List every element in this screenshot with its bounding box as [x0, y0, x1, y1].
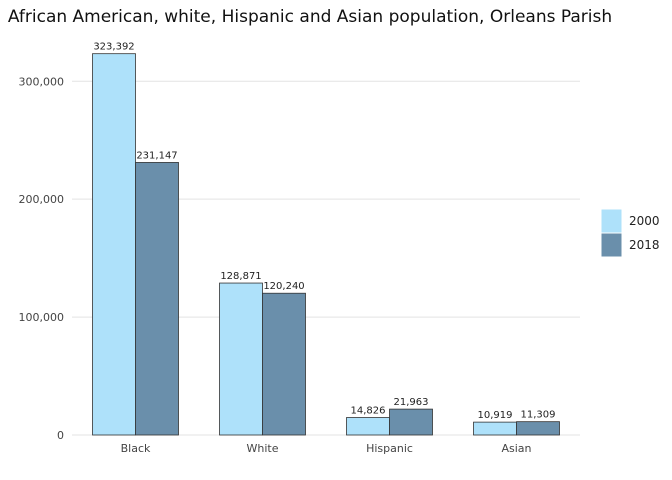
bar	[219, 282, 263, 436]
data-label: 21,963	[394, 397, 429, 408]
data-label: 323,392	[93, 42, 134, 53]
y-tick-label: 300,000	[19, 75, 65, 88]
bar	[346, 417, 390, 436]
chart-title: African American, white, Hispanic and As…	[8, 7, 612, 27]
legend-label: 2000	[629, 214, 660, 228]
data-label: 231,147	[136, 150, 177, 161]
legend-swatch	[600, 232, 623, 258]
data-label: 11,309	[521, 410, 556, 421]
x-tick-label: White	[247, 442, 279, 455]
x-tick-label: Black	[121, 442, 151, 455]
data-label: 14,826	[351, 406, 386, 417]
bar	[516, 421, 560, 436]
x-axis: Black White Hispanic Asian	[121, 442, 532, 455]
data-label: 10,919	[478, 410, 513, 421]
y-tick-label: 200,000	[19, 193, 65, 206]
data-label: 128,871	[220, 271, 261, 282]
legend: 2000 2018	[600, 208, 660, 258]
x-tick-label: Asian	[501, 442, 531, 455]
legend-swatch	[600, 208, 623, 234]
bar	[473, 421, 517, 436]
y-tick-label: 100,000	[19, 311, 65, 324]
legend-label: 2018	[629, 238, 660, 252]
y-tick-label: 0	[57, 429, 64, 442]
x-tick-label: Hispanic	[366, 442, 413, 455]
bar	[92, 53, 136, 436]
y-axis: 0 100,000 200,000 300,000	[19, 75, 65, 442]
bar	[389, 408, 433, 436]
bar	[262, 292, 306, 436]
data-label: 120,240	[263, 281, 304, 292]
bar	[135, 162, 179, 436]
